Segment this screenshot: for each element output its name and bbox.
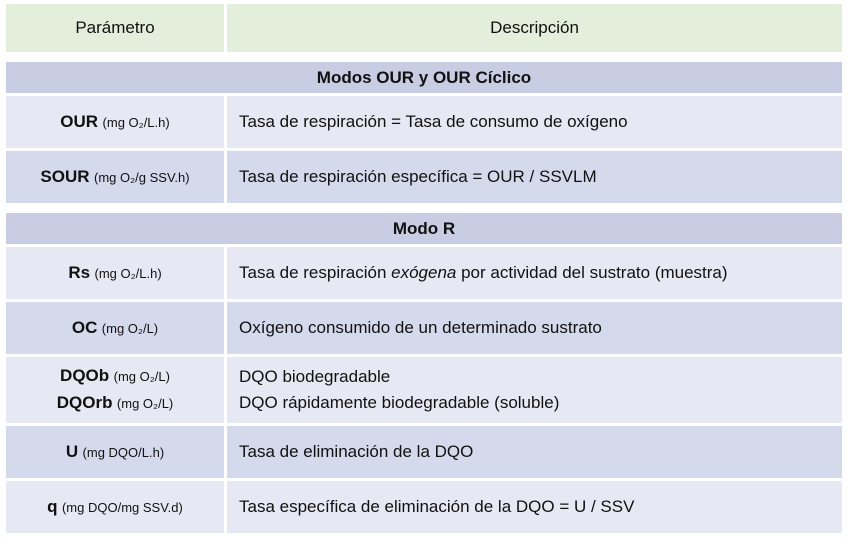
table-row: Rs (mg O₂/L.h) Tasa de respiración exóge…	[6, 247, 842, 299]
section-r: Modo R	[6, 213, 842, 244]
param-desc: Tasa específica de eliminación de la DQO…	[227, 481, 842, 533]
param-name: q	[47, 496, 58, 516]
param-unit: (mg O₂/L.h)	[102, 114, 170, 130]
param-unit: (mg O₂/L.h)	[94, 265, 162, 281]
param-name: DQOb	[60, 366, 110, 385]
param-name: DQOrb	[56, 393, 113, 412]
param-desc: Tasa de respiración específica = OUR / S…	[227, 151, 842, 203]
param-desc: Tasa de respiración exógena por activida…	[227, 247, 842, 299]
param-unit: (mg O₂/L)	[101, 320, 159, 336]
table-row: q (mg DQO/mg SSV.d) Tasa específica de e…	[6, 481, 842, 533]
param-name: OC	[71, 317, 98, 337]
param-desc: Oxígeno consumido de un determinado sust…	[227, 302, 842, 354]
param-desc: DQO rápidamente biodegradable (soluble)	[239, 393, 560, 412]
table-row: U (mg DQO/L.h) Tasa de eliminación de la…	[6, 426, 842, 478]
param-unit: (mg O₂/g SSV.h)	[93, 169, 190, 185]
section-our: Modos OUR y OUR Cíclico	[6, 62, 842, 93]
header-param: Parámetro	[6, 4, 224, 52]
param-unit: (mg O₂/L)	[113, 369, 170, 384]
param-name: Rs	[68, 262, 91, 282]
param-unit: (mg DQO/L.h)	[82, 444, 165, 460]
table-row: OC (mg O₂/L) Oxígeno consumido de un det…	[6, 302, 842, 354]
param-name: OUR	[60, 111, 99, 131]
param-name: SOUR	[40, 166, 90, 186]
table-row: DQOb (mg O₂/L) DQOrb (mg O₂/L) DQO biode…	[6, 357, 842, 423]
param-desc: Tasa de eliminación de la DQO	[227, 426, 842, 478]
table-row: OUR (mg O₂/L.h) Tasa de respiración = Ta…	[6, 96, 842, 148]
param-unit: (mg O₂/L)	[116, 396, 174, 411]
param-desc: DQO biodegradable	[239, 367, 391, 386]
parameter-table: Parámetro Descripción Modos OUR y OUR Cí…	[6, 4, 842, 533]
param-desc: Tasa de respiración = Tasa de consumo de…	[227, 96, 842, 148]
table-header: Parámetro Descripción	[6, 4, 842, 52]
param-unit: (mg DQO/mg SSV.d)	[61, 499, 183, 515]
table-row: SOUR (mg O₂/g SSV.h) Tasa de respiración…	[6, 151, 842, 203]
header-desc: Descripción	[227, 4, 842, 52]
param-name: U	[65, 441, 79, 461]
